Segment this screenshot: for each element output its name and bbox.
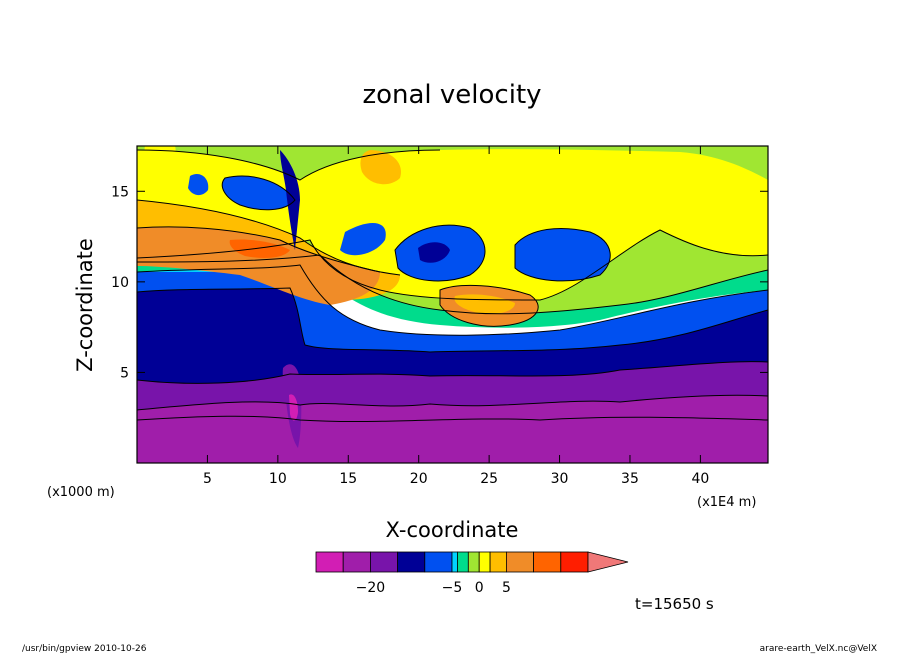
x-unit-right: (x1E4 m) [697,495,756,510]
y-axis-ticks: 5 10 15 [111,184,768,381]
region-orange-strong [229,239,290,258]
colorbar-level-7 [467,551,480,573]
x-axis-title: X-coordinate [386,518,519,542]
contour-plot-area: 5 10 15 20 25 30 35 40 5 10 15 [111,145,769,487]
contour-lines [137,149,768,423]
colorbar-level-9 [489,551,507,573]
colorbar-level-2 [369,551,398,573]
x-tick-label: 20 [410,471,428,487]
x-tick-label: 35 [621,471,639,487]
blob-blue-1 [222,176,295,210]
central-vortex-magenta [289,394,298,421]
y-tick-label: 5 [120,365,129,381]
colorbar-level-0 [315,551,344,573]
blob-blue-2 [340,222,386,256]
colorbar-label: 0 [475,580,484,596]
blob-blue-5 [188,173,209,196]
colorbar-tick-labels: −20 −5 0 5 [356,580,511,596]
x-tick-label: 40 [691,471,709,487]
region-orange-mid [137,226,380,305]
x-axis-ticks: 5 10 15 20 25 30 35 40 [203,146,709,487]
colorbar-level-12 [560,551,589,573]
yellow-patch-right [697,179,740,211]
colorbar-level-10 [505,551,534,573]
colorbar-level-3 [397,551,426,573]
x-tick-label: 25 [480,471,498,487]
colorbar-level-6 [457,551,469,573]
x-tick-label: 5 [203,471,212,487]
y-tick-label: 15 [111,184,129,200]
footer-right: arare-earth_VelX.nc@VelX [760,644,877,654]
blob-blue-4 [515,228,611,281]
colorbar-label: −20 [356,580,386,596]
colorbar [315,551,629,573]
band-navy [137,288,768,384]
colorbar-level-8 [478,551,491,573]
time-label: t=15650 s [635,595,714,613]
colorbar-level-4 [424,551,453,573]
x-tick-label: 30 [551,471,569,487]
plot-frame [136,145,769,464]
colorbar-level-11 [533,551,562,573]
x-unit-left: (x1000 m) [47,485,115,500]
orange-patch-top [360,150,401,185]
colorbar-label: 5 [502,580,511,596]
y-tick-label: 10 [111,275,129,291]
colorbar-extend-arrow [587,551,629,573]
jet-streak-navy [280,150,300,250]
blob-navy-3 [418,242,450,263]
y-axis-title: Z-coordinate [73,238,97,372]
colorbar-level-1 [342,551,371,573]
x-tick-label: 15 [339,471,357,487]
chart-title: zonal velocity [362,80,541,110]
x-tick-label: 10 [269,471,287,487]
footer-left: /usr/bin/gpview 2010-10-26 [22,644,147,654]
colorbar-level-5 [451,551,458,573]
colorbar-label: −5 [442,580,463,596]
